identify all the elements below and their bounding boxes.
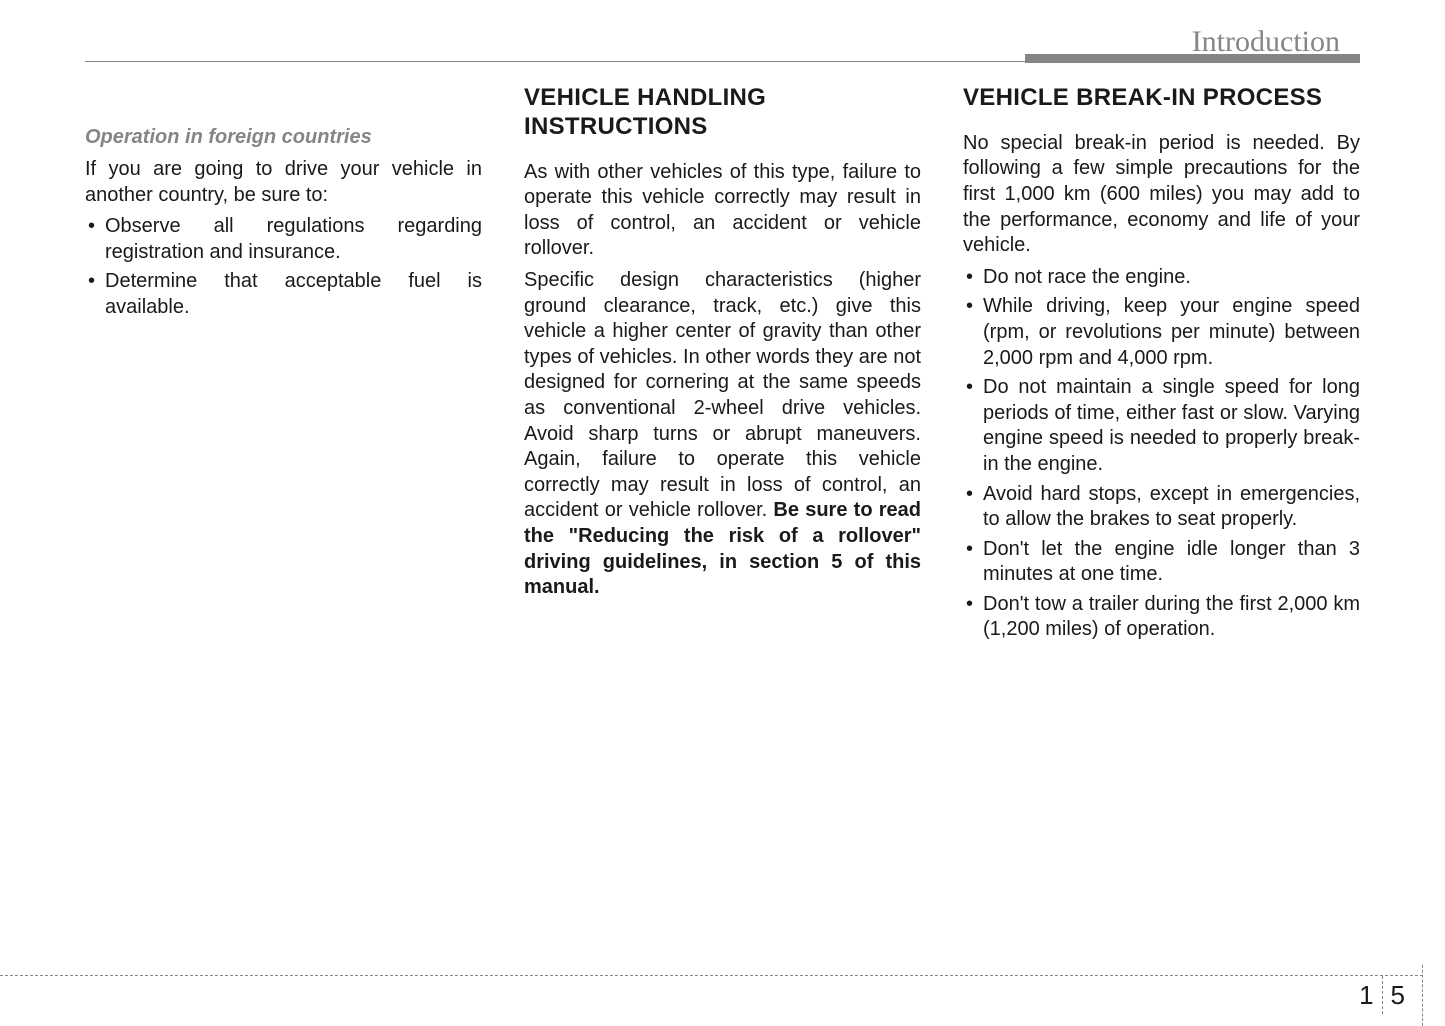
list-item: Don't tow a trailer during the first 2,0…	[963, 592, 1360, 643]
col3-intro: No special break-in period is needed. By…	[963, 131, 1360, 259]
bottom-dashed-line	[0, 975, 1423, 976]
col1-intro: If you are going to drive your vehicle i…	[85, 157, 482, 208]
subheading-foreign-countries: Operation in foreign countries	[85, 126, 482, 149]
page-number-value: 5	[1383, 980, 1445, 1011]
list-item: Avoid hard stops, except in emergencies,…	[963, 482, 1360, 533]
list-item: Do not race the engine.	[963, 265, 1360, 291]
col1-bullets: Observe all regulations regarding regist…	[85, 214, 482, 320]
list-item: While driving, keep your engine speed (r…	[963, 294, 1360, 371]
col2-para2-text: Specific design characteristics (higher …	[524, 269, 921, 521]
list-item: Don't let the engine idle longer than 3 …	[963, 537, 1360, 588]
page-number: 1 5	[1359, 976, 1445, 1014]
column-3: VEHICLE BREAK-IN PROCESS No special brea…	[963, 84, 1360, 647]
heading-vehicle-handling: VEHICLE HANDLING INSTRUCTIONS	[524, 84, 921, 142]
page-container: Introduction Operation in foreign countr…	[0, 0, 1445, 647]
list-item: Do not maintain a single speed for long …	[963, 375, 1360, 477]
thick-rule	[1025, 54, 1360, 63]
heading-break-in: VEHICLE BREAK-IN PROCESS	[963, 84, 1360, 113]
list-item: Determine that acceptable fuel is availa…	[85, 269, 482, 320]
col2-para1: As with other vehicles of this type, fai…	[524, 160, 921, 262]
list-item: Observe all regulations regarding regist…	[85, 214, 482, 265]
chapter-number: 1	[1359, 976, 1382, 1014]
column-1: Operation in foreign countries If you ar…	[85, 84, 482, 647]
col2-para2: Specific design characteristics (higher …	[524, 268, 921, 601]
columns-container: Operation in foreign countries If you ar…	[85, 84, 1360, 647]
column-2: VEHICLE HANDLING INSTRUCTIONS As with ot…	[524, 84, 921, 647]
header-rule	[85, 61, 1360, 62]
col3-bullets: Do not race the engine. While driving, k…	[963, 265, 1360, 643]
